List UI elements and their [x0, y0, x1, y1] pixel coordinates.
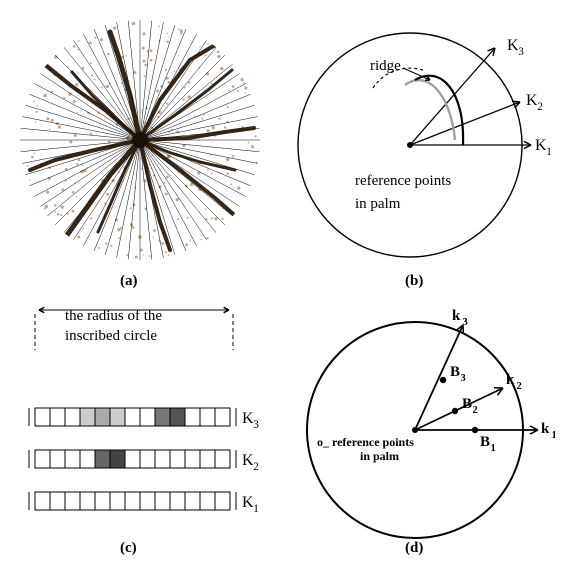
- svg-text:k: k: [452, 308, 461, 324]
- caption-d: (d): [405, 540, 423, 557]
- b-points-diagram: k1k2k3B1B2B3o_ reference pointsin palm: [285, 300, 555, 540]
- svg-text:3: 3: [463, 317, 468, 328]
- svg-text:3: 3: [253, 419, 259, 431]
- panel-c: the radius of theinscribed circleK3K2K1: [10, 300, 270, 540]
- svg-text:B: B: [462, 396, 472, 412]
- svg-text:K: K: [507, 37, 519, 54]
- svg-text:2: 2: [253, 461, 259, 473]
- panel-b: ridgereference pointsin palmK1K2K3: [285, 10, 555, 270]
- svg-text:3: 3: [518, 46, 524, 58]
- figure-grid: (a) ridgereference pointsin palmK1K2K3 (…: [0, 0, 567, 561]
- caption-a: (a): [120, 273, 138, 290]
- svg-text:B: B: [450, 364, 460, 380]
- caption-c: (c): [120, 540, 137, 557]
- svg-text:in palm: in palm: [355, 196, 401, 212]
- svg-text:K: K: [242, 494, 254, 511]
- svg-text:k: k: [506, 372, 515, 388]
- svg-text:in palm: in palm: [360, 449, 399, 463]
- svg-text:1: 1: [491, 443, 496, 454]
- svg-text:K: K: [242, 410, 254, 427]
- svg-text:K: K: [242, 452, 254, 469]
- svg-text:K: K: [535, 137, 547, 154]
- svg-text:2: 2: [517, 381, 522, 392]
- caption-b: (b): [405, 273, 423, 290]
- svg-text:reference points: reference points: [355, 173, 451, 189]
- svg-text:k: k: [541, 421, 550, 437]
- reference-rays-diagram: ridgereference pointsin palmK1K2K3: [285, 10, 555, 270]
- svg-text:2: 2: [537, 101, 543, 113]
- palmprint-radial-image: [10, 10, 270, 270]
- panel-a: [10, 10, 270, 270]
- svg-text:o_ reference points: o_ reference points: [317, 435, 414, 449]
- svg-text:2: 2: [473, 405, 478, 416]
- svg-text:1: 1: [552, 430, 556, 441]
- panel-d: k1k2k3B1B2B3o_ reference pointsin palm: [285, 300, 555, 540]
- svg-text:1: 1: [253, 503, 259, 515]
- svg-text:inscribed circle: inscribed circle: [65, 328, 157, 344]
- svg-text:1: 1: [546, 146, 552, 158]
- svg-text:K: K: [526, 92, 538, 109]
- svg-text:B: B: [480, 434, 490, 450]
- radius-cells-diagram: the radius of theinscribed circleK3K2K1: [10, 300, 270, 540]
- svg-text:3: 3: [461, 373, 466, 384]
- svg-text:ridge: ridge: [370, 58, 401, 74]
